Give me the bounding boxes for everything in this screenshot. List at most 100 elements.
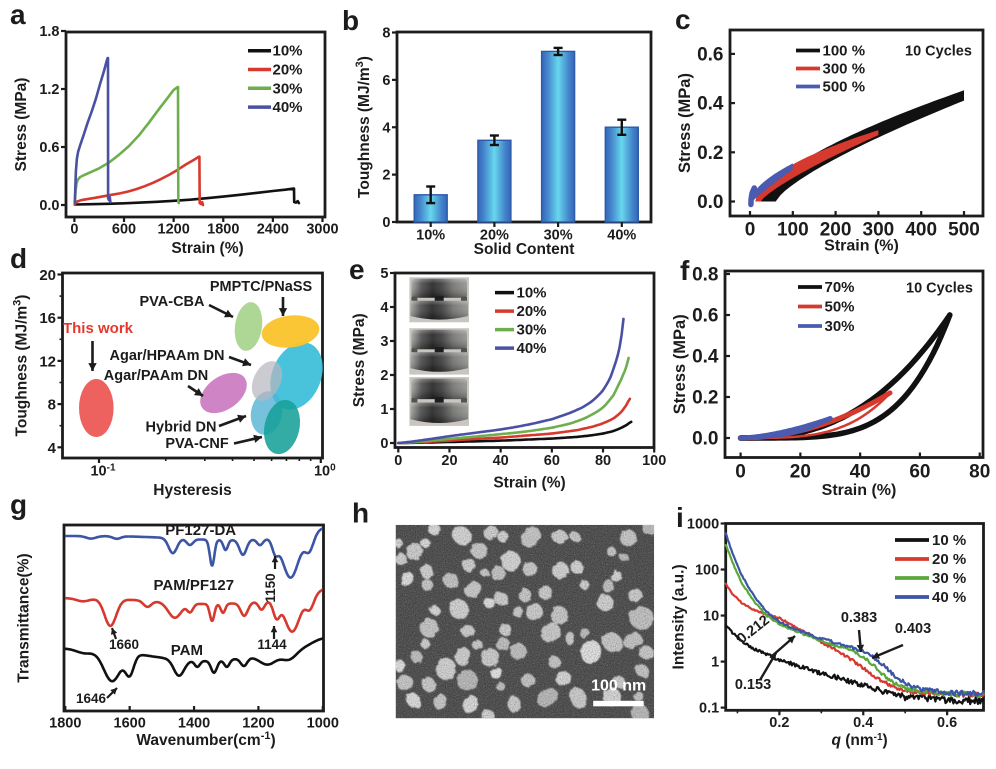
svg-text:40%: 40% bbox=[607, 228, 636, 244]
svg-text:40: 40 bbox=[493, 453, 509, 469]
svg-text:Wavenumber(cm-1): Wavenumber(cm-1) bbox=[136, 730, 275, 749]
svg-text:Stress (MPa): Stress (MPa) bbox=[671, 314, 689, 414]
svg-text:5: 5 bbox=[380, 266, 388, 282]
svg-text:3: 3 bbox=[380, 334, 388, 350]
svg-text:b: b bbox=[342, 5, 359, 36]
svg-text:Agar/PAAm DN: Agar/PAAm DN bbox=[104, 368, 208, 384]
svg-text:2: 2 bbox=[382, 168, 390, 184]
svg-text:h: h bbox=[352, 498, 369, 529]
svg-text:PAM/PF127: PAM/PF127 bbox=[154, 577, 235, 594]
svg-text:PAM: PAM bbox=[171, 642, 203, 659]
svg-text:10 Cycles: 10 Cycles bbox=[906, 281, 973, 297]
svg-text:300 %: 300 % bbox=[823, 61, 866, 78]
svg-text:0.4: 0.4 bbox=[692, 347, 719, 368]
svg-text:Strain (%): Strain (%) bbox=[493, 475, 565, 492]
svg-text:80: 80 bbox=[595, 453, 611, 469]
svg-text:0.0: 0.0 bbox=[39, 198, 59, 214]
svg-text:300: 300 bbox=[863, 220, 895, 241]
svg-text:0.2: 0.2 bbox=[692, 388, 718, 409]
svg-text:c: c bbox=[675, 4, 691, 35]
svg-text:100 %: 100 % bbox=[823, 43, 866, 60]
svg-text:0: 0 bbox=[394, 453, 402, 469]
svg-text:d: d bbox=[10, 243, 27, 274]
svg-text:10%: 10% bbox=[517, 285, 547, 302]
svg-text:g: g bbox=[10, 489, 27, 520]
svg-text:30 %: 30 % bbox=[932, 570, 966, 587]
svg-text:100: 100 bbox=[642, 453, 666, 469]
svg-text:0: 0 bbox=[735, 462, 746, 483]
svg-text:Strain (%): Strain (%) bbox=[171, 240, 243, 257]
svg-text:16: 16 bbox=[39, 310, 56, 327]
svg-text:10 %: 10 % bbox=[932, 532, 966, 549]
svg-text:0.6: 0.6 bbox=[692, 306, 718, 327]
svg-text:20%: 20% bbox=[480, 228, 509, 244]
svg-text:10: 10 bbox=[703, 609, 719, 625]
svg-text:1400: 1400 bbox=[178, 716, 210, 732]
svg-text:0.6: 0.6 bbox=[39, 140, 59, 156]
svg-text:0.403: 0.403 bbox=[895, 621, 931, 637]
svg-text:40%: 40% bbox=[517, 340, 547, 357]
svg-text:Intensity (a.u.): Intensity (a.u.) bbox=[671, 564, 688, 669]
svg-text:Agar/HPAAm DN: Agar/HPAAm DN bbox=[110, 348, 225, 364]
svg-text:10 Cycles: 10 Cycles bbox=[905, 44, 972, 60]
svg-text:10%: 10% bbox=[416, 228, 445, 244]
svg-text:20: 20 bbox=[39, 267, 56, 284]
svg-text:1144: 1144 bbox=[257, 637, 287, 652]
svg-text:500: 500 bbox=[948, 220, 980, 241]
svg-text:0: 0 bbox=[380, 436, 388, 452]
svg-text:a: a bbox=[10, 0, 26, 30]
svg-text:Strain (%): Strain (%) bbox=[822, 482, 897, 499]
svg-text:100: 100 bbox=[777, 220, 809, 241]
svg-text:4: 4 bbox=[380, 300, 388, 316]
svg-text:0.1: 0.1 bbox=[699, 701, 719, 717]
svg-text:Stress (MPa): Stress (MPa) bbox=[13, 78, 30, 172]
svg-text:Toughness (MJ/m3): Toughness (MJ/m3) bbox=[12, 295, 31, 437]
svg-text:PVA-CBA: PVA-CBA bbox=[140, 294, 206, 310]
svg-text:1000: 1000 bbox=[687, 517, 719, 533]
svg-text:1200: 1200 bbox=[242, 716, 274, 732]
svg-text:500 %: 500 % bbox=[823, 79, 866, 96]
svg-text:80: 80 bbox=[969, 462, 990, 483]
svg-text:0.6: 0.6 bbox=[697, 44, 723, 65]
svg-text:Hysteresis: Hysteresis bbox=[153, 482, 231, 499]
svg-text:2400: 2400 bbox=[257, 222, 289, 238]
svg-text:6: 6 bbox=[382, 73, 390, 89]
svg-text:Toughness (MJ/m3): Toughness (MJ/m3) bbox=[354, 56, 373, 198]
svg-text:f: f bbox=[680, 255, 690, 286]
svg-text:1000: 1000 bbox=[307, 716, 339, 732]
svg-text:50%: 50% bbox=[825, 299, 855, 316]
svg-text:1600: 1600 bbox=[114, 716, 146, 732]
svg-text:0.383: 0.383 bbox=[841, 610, 877, 626]
svg-text:30%: 30% bbox=[517, 322, 547, 339]
svg-text:40 %: 40 % bbox=[932, 589, 966, 606]
svg-text:Stress (MPa): Stress (MPa) bbox=[351, 313, 368, 407]
svg-text:Stress (MPa): Stress (MPa) bbox=[676, 73, 694, 173]
svg-text:0: 0 bbox=[745, 220, 756, 241]
svg-text:0.8: 0.8 bbox=[692, 265, 718, 286]
svg-text:Transmittance(%): Transmittance(%) bbox=[16, 553, 33, 682]
svg-text:20%: 20% bbox=[517, 303, 547, 320]
svg-text:100 nm: 100 nm bbox=[591, 678, 646, 695]
svg-text:10%: 10% bbox=[273, 43, 303, 60]
svg-text:PMPTC/PNaSS: PMPTC/PNaSS bbox=[210, 279, 313, 295]
svg-text:20: 20 bbox=[790, 462, 811, 483]
svg-text:200: 200 bbox=[820, 220, 852, 241]
svg-text:100: 100 bbox=[695, 563, 719, 579]
svg-text:0.2: 0.2 bbox=[769, 715, 789, 731]
svg-text:1.8: 1.8 bbox=[39, 24, 59, 40]
svg-text:0: 0 bbox=[70, 222, 78, 238]
svg-text:1646: 1646 bbox=[76, 691, 107, 706]
svg-text:8: 8 bbox=[48, 397, 56, 414]
svg-text:600: 600 bbox=[112, 222, 136, 238]
svg-text:40: 40 bbox=[850, 462, 871, 483]
svg-text:1800: 1800 bbox=[49, 716, 81, 732]
svg-text:4: 4 bbox=[382, 120, 390, 136]
svg-text:60: 60 bbox=[544, 453, 560, 469]
svg-text:PVA-CNF: PVA-CNF bbox=[165, 436, 229, 452]
svg-text:8: 8 bbox=[382, 26, 390, 42]
svg-text:0.4: 0.4 bbox=[697, 94, 724, 115]
svg-text:Strain (%): Strain (%) bbox=[824, 238, 899, 255]
svg-text:0.0: 0.0 bbox=[697, 192, 723, 213]
svg-text:3000: 3000 bbox=[306, 222, 338, 238]
svg-text:12: 12 bbox=[39, 353, 56, 370]
